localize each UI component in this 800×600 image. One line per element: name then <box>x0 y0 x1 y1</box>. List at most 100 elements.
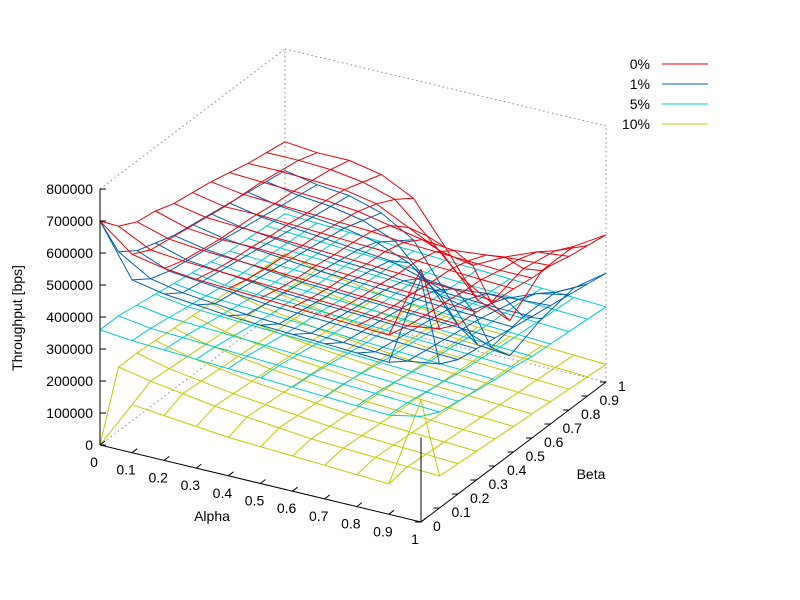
legend-label: 1% <box>630 76 650 92</box>
alpha-tick-mark <box>356 502 363 507</box>
legend-label: 0% <box>630 56 650 72</box>
series-1pct-surface <box>99 170 607 365</box>
mesh-line <box>284 170 607 357</box>
alpha-tick-label: 0.3 <box>181 477 201 493</box>
alpha-tick-label: 0.7 <box>309 508 329 524</box>
mesh-line <box>260 259 446 379</box>
mesh-line <box>136 304 459 402</box>
mesh-line <box>99 329 422 417</box>
series-10pct-surface <box>99 253 607 485</box>
mesh-line <box>196 241 382 360</box>
alpha-tick-label: 0 <box>90 454 98 470</box>
z-tick-label: 600000 <box>46 245 93 261</box>
beta-tick-label: 0 <box>433 518 441 534</box>
z-tick-label: 200000 <box>46 373 93 389</box>
beta-tick-label: 0.1 <box>452 504 472 520</box>
alpha-tick-mark <box>324 494 331 500</box>
mesh-line <box>284 253 607 365</box>
mesh-line <box>266 180 588 348</box>
mesh-line <box>192 272 514 368</box>
beta-tick-label: 1 <box>618 378 626 394</box>
alpha-tick-mark <box>99 440 106 446</box>
legend-label: 5% <box>630 96 650 112</box>
mesh-line <box>118 366 440 477</box>
z-axis-label: Throughput [bps] <box>9 265 25 371</box>
alpha-tick-mark <box>292 486 298 492</box>
alpha-tick-label: 0.9 <box>373 523 393 539</box>
mesh-line <box>229 202 551 307</box>
mesh-line <box>173 327 496 440</box>
alpha-tick-label: 0.6 <box>277 500 297 516</box>
axes <box>99 188 607 523</box>
legend-label: 10% <box>622 116 650 132</box>
z-tick-label: 0 <box>85 437 93 453</box>
mesh-line <box>210 181 533 279</box>
mesh-line <box>247 162 570 266</box>
mesh-line <box>266 152 588 304</box>
mesh-line <box>173 234 496 339</box>
z-tick-label: 800000 <box>46 181 93 197</box>
mesh-line <box>118 225 440 330</box>
mesh-line <box>229 172 551 267</box>
mesh-line <box>356 292 542 354</box>
alpha-tick-label: 0.4 <box>213 485 233 501</box>
mesh-line <box>228 304 414 438</box>
beta-tick-label: 0.7 <box>563 420 583 436</box>
series-0pct-surface <box>99 141 607 336</box>
mesh-line <box>210 213 533 317</box>
alpha-tick-mark <box>260 479 266 484</box>
mesh-line <box>210 302 533 415</box>
mesh-line <box>284 141 607 322</box>
background-grid <box>99 48 607 446</box>
beta-tick-label: 0.4 <box>507 462 527 478</box>
mesh-line <box>266 225 588 320</box>
series-5pct-surface <box>99 213 607 417</box>
beta-tick-label: 0.5 <box>526 448 546 464</box>
z-tick-label: 400000 <box>46 309 93 325</box>
mesh-line <box>136 250 459 361</box>
mesh-line <box>99 220 422 336</box>
z-tick-label: 500000 <box>46 277 93 293</box>
mesh-line <box>155 210 477 313</box>
mesh-line <box>229 290 551 403</box>
mesh-line <box>118 251 440 365</box>
mesh-line <box>388 354 575 485</box>
mesh-line <box>99 400 422 485</box>
back-wall-line <box>99 304 286 446</box>
mesh-line <box>284 213 607 308</box>
legend: 0% 1% 5% 10% <box>622 56 708 132</box>
mesh-line <box>210 261 533 357</box>
alpha-tick-mark <box>195 463 202 469</box>
beta-tick-label: 0.3 <box>489 476 509 492</box>
alpha-tick-mark <box>228 471 234 477</box>
z-tick-label: 300000 <box>46 341 93 357</box>
mesh-line <box>173 282 496 381</box>
y-axis-label: Beta <box>577 466 606 482</box>
beta-tick-label: 0.6 <box>544 434 564 450</box>
mesh-line <box>192 192 514 290</box>
alpha-tick-label: 0.2 <box>148 469 168 485</box>
mesh-line <box>356 345 543 475</box>
beta-tick-label: 0.8 <box>581 406 601 422</box>
alpha-tick-mark <box>163 456 170 461</box>
mesh-line <box>136 352 459 465</box>
beta-tick-label: 0.2 <box>470 490 490 506</box>
alpha-tick-mark <box>131 448 138 454</box>
mesh-line <box>118 315 440 413</box>
beta-tick-label: 0.9 <box>600 392 620 408</box>
mesh-line <box>247 191 570 311</box>
tick-labels: 0 100000 200000 300000 400000 500000 600000 700… <box>46 181 626 547</box>
mesh-line <box>155 293 477 391</box>
mesh-line <box>99 220 422 363</box>
alpha-tick-mark <box>388 509 395 515</box>
z-tick-label: 100000 <box>46 405 93 421</box>
mesh-line <box>229 250 551 345</box>
x-axis-label: Alpha <box>194 508 230 524</box>
back-wall-line <box>284 48 607 127</box>
alpha-tick-label: 1 <box>411 531 419 547</box>
mesh-line <box>136 221 459 325</box>
alpha-tick-mark <box>420 517 427 523</box>
alpha-tick-label: 0.1 <box>116 462 136 478</box>
back-wall-line <box>99 48 286 190</box>
